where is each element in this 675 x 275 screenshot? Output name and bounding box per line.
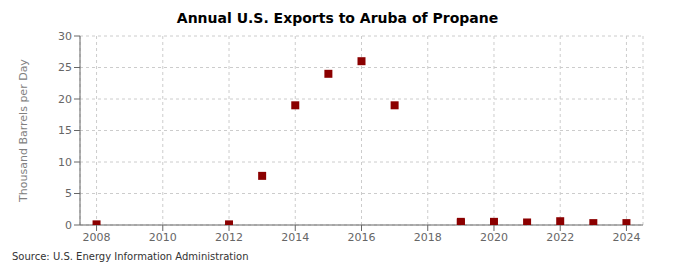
html-text:Annual U.S. Exports to Aruba o: Annual U.S. Exports to Aruba of Propane [176, 10, 499, 26]
svg-text:2020: 2020 [480, 231, 508, 244]
svg-text:30: 30 [58, 30, 72, 43]
svg-text:Thousand Barrels per Day: Thousand Barrels per Day [17, 59, 30, 203]
svg-text:25: 25 [58, 61, 72, 74]
svg-text:2024: 2024 [612, 231, 640, 244]
svg-text:2022: 2022 [546, 231, 574, 244]
svg-text:2012: 2012 [215, 231, 243, 244]
svg-text:0: 0 [65, 219, 72, 232]
svg-text:10: 10 [58, 156, 72, 169]
svg-text:5: 5 [65, 187, 72, 200]
svg-text:2018: 2018 [414, 231, 442, 244]
svg-text:2008: 2008 [83, 231, 111, 244]
svg-text:2014: 2014 [281, 231, 309, 244]
html-text:Source: U.S. Energy Informatio: Source: U.S. Energy Information Administ… [12, 251, 249, 262]
svg-text:2010: 2010 [149, 231, 177, 244]
svg-text:2016: 2016 [348, 231, 376, 244]
svg-text:20: 20 [58, 93, 72, 106]
svg-text:15: 15 [58, 124, 72, 137]
